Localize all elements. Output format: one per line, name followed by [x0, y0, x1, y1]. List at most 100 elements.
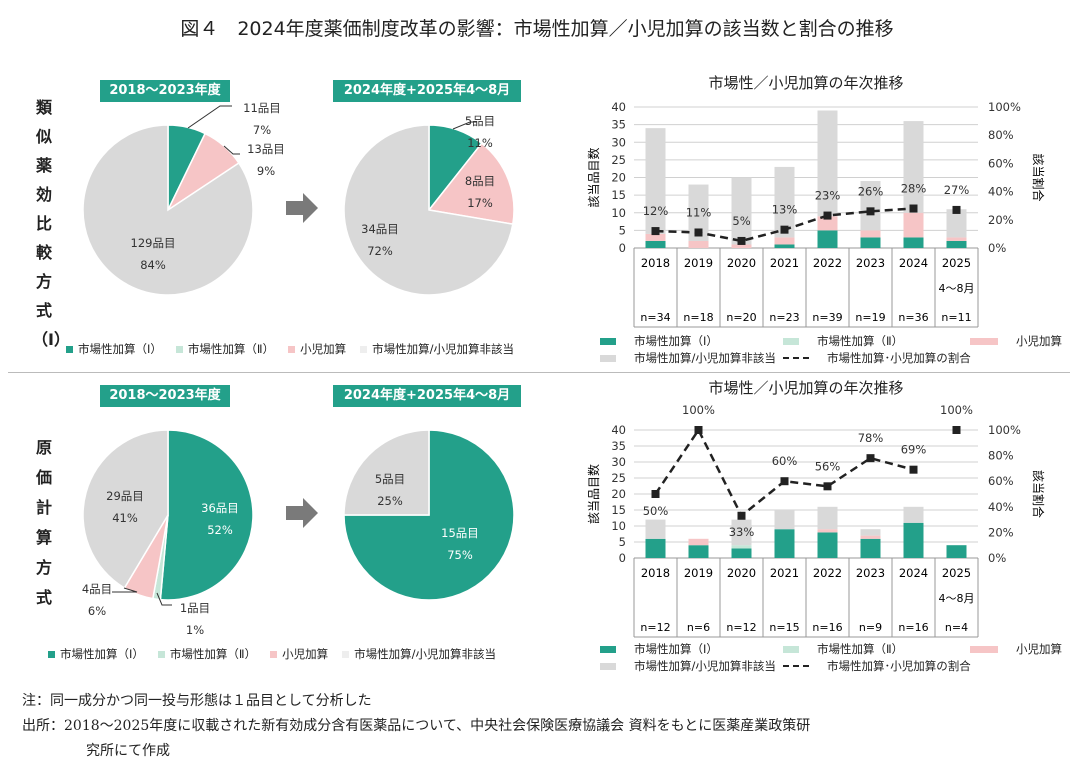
rate-point: [823, 482, 832, 491]
legend-item: 市場性加算（Ⅰ）: [48, 646, 144, 662]
x-tick-label: 2021: [770, 566, 799, 580]
bar-segment-none: [903, 121, 924, 213]
legend-label: 小児加算: [282, 647, 329, 661]
period-header: 2024年度+2025年4～8月: [333, 385, 521, 407]
legend-swatch: [783, 337, 799, 345]
y-tick-label: 30: [611, 455, 626, 469]
y-tick-label: 0: [619, 551, 626, 565]
rate-point: [952, 205, 961, 214]
n-label: n=11: [941, 311, 971, 324]
pie-label-count: 5品目: [374, 472, 406, 486]
legend-label: 市場性加算/小児加算非該当: [634, 659, 776, 673]
rate-data-label: 100%: [682, 403, 715, 417]
pie-label: 29品目 41%: [95, 485, 155, 529]
rate-data-label: 11%: [686, 205, 712, 219]
n-label: n=12: [640, 621, 670, 634]
note-text: 注：同一成分かつ同一投与形態は１品目として分析した: [22, 693, 372, 709]
legend-swatch: [600, 337, 616, 345]
y2-tick-label: 80%: [988, 128, 1014, 142]
bar-segment-none: [688, 184, 709, 241]
legend-line-swatch: [783, 357, 809, 359]
bar-segment-none: [860, 529, 881, 536]
y-tick-label: 25: [611, 471, 626, 485]
legend-item: 市場性加算（Ⅰ）: [66, 341, 162, 357]
rate-data-label: 60%: [772, 454, 798, 468]
rate-point: [823, 211, 832, 220]
legend-label: 市場性加算/小児加算非該当: [354, 647, 496, 661]
pie-label-pct: 75%: [447, 548, 473, 562]
pie-label: 8品目 17%: [455, 170, 505, 214]
section-divider: [8, 372, 1070, 373]
y2-tick-label: 60%: [988, 474, 1014, 488]
legend-item: 市場性加算/小児加算非該当: [342, 646, 496, 662]
n-label: n=6: [687, 621, 710, 634]
chart-legend-item-rate: 市場性加算･小児加算の割合: [783, 350, 971, 366]
legend-label: 市場性加算･小児加算の割合: [827, 659, 971, 673]
pie-slice-market1: [343, 429, 515, 601]
method-label: 原価計算方式: [32, 433, 56, 613]
legend-label: 市場性加算（Ⅰ）: [634, 334, 718, 348]
rate-data-label: 56%: [815, 459, 841, 473]
method-label-char: 効: [35, 185, 52, 204]
rate-data-label: 78%: [858, 431, 884, 445]
bar-segment-pediatric: [860, 535, 881, 539]
pie-label-pct: 25%: [377, 494, 403, 508]
x-tick-label: 2023: [856, 566, 885, 580]
period-header: 2024年度+2025年4～8月: [333, 80, 521, 102]
x-tick-label: 2021: [770, 256, 799, 270]
n-label: n=36: [898, 311, 928, 324]
n-label: n=4: [945, 621, 968, 634]
legend-swatch: [970, 337, 998, 345]
y2-tick-label: 0%: [988, 241, 1006, 255]
pie-label-count: 129品目: [130, 236, 176, 250]
bar-segment-market1: [731, 548, 752, 558]
x-tick-label: 2019: [684, 256, 713, 270]
bar-segment-market1: [946, 545, 967, 558]
bar-segment-none: [817, 110, 838, 217]
arrow-right-icon: [286, 193, 318, 223]
pie-chart: [343, 429, 515, 601]
bar-segment-pediatric: [774, 237, 795, 245]
rate-point: [866, 207, 875, 216]
bar-segment-market1: [774, 244, 795, 248]
n-label: n=18: [683, 311, 713, 324]
x-tick-label: 2022: [813, 566, 842, 580]
pie-label-pct: 11%: [467, 136, 493, 150]
rate-data-label: 28%: [901, 182, 927, 196]
pie-chart: [82, 429, 254, 601]
x-tick-sublabel: 4～8月: [939, 282, 975, 295]
y-tick-label: 5: [619, 223, 626, 237]
method-label-char: 方: [35, 272, 52, 291]
legend-label: 市場性加算（Ⅰ）: [634, 642, 718, 656]
y-tick-label: 5: [619, 535, 626, 549]
pie-label-count: 13品目: [247, 142, 285, 156]
pie-label-count: 8品目: [464, 174, 496, 188]
pie-slice-pediatric: [427, 142, 515, 226]
legend-line-swatch: [783, 665, 809, 667]
n-label: n=34: [640, 311, 670, 324]
chart-legend-item: 市場性加算（Ⅰ）: [600, 333, 718, 349]
chart-legend-item: 小児加算: [970, 333, 1062, 349]
rate-point: [651, 227, 660, 236]
rate-data-label: 5%: [732, 214, 750, 228]
y2-tick-label: 20%: [988, 213, 1014, 227]
legend-swatch: [157, 651, 165, 658]
chart-legend-item-rate: 市場性加算･小児加算の割合: [783, 658, 971, 674]
rate-point: [909, 204, 918, 213]
y-tick-label: 10: [611, 206, 626, 220]
legend-swatch: [600, 645, 616, 653]
legend-label: 市場性加算（Ⅱ）: [817, 334, 904, 348]
y2-tick-label: 20%: [988, 525, 1014, 539]
pie-label: 5品目 25%: [360, 468, 420, 512]
bar-segment-market1: [817, 230, 838, 248]
legend-swatch: [970, 645, 998, 653]
pie-label-count: 34品目: [361, 222, 399, 236]
pie-chart: [343, 124, 515, 296]
bar-segment-market1: [860, 538, 881, 558]
pie-label: 4品目 6%: [72, 578, 122, 622]
pie-legend: 市場性加算（Ⅰ） 市場性加算（Ⅱ） 小児加算 市場性加算/小児加算非該当: [48, 646, 496, 662]
rate-data-label: 13%: [772, 203, 798, 217]
bar-segment-none: [903, 506, 924, 523]
bar-segment-none: [645, 128, 666, 234]
n-label: n=16: [898, 621, 928, 634]
